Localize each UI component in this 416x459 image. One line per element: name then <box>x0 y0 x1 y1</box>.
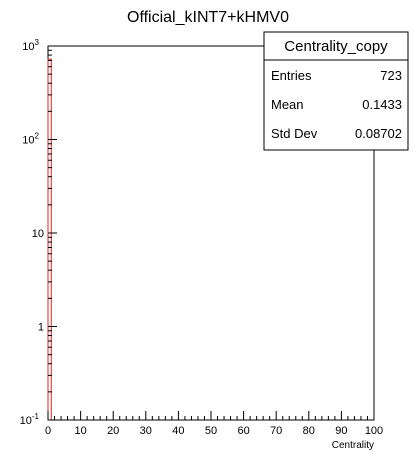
stats-entries-value: 723 <box>380 68 402 83</box>
x-tick-label: 40 <box>172 425 184 437</box>
y-tick-label: 1 <box>38 322 44 334</box>
y-tick-label: 10-1 <box>20 412 40 427</box>
x-tick-label: 30 <box>140 425 152 437</box>
x-tick-label: 70 <box>270 425 282 437</box>
x-tick-label: 100 <box>365 425 383 437</box>
stats-box-frame <box>263 31 409 151</box>
stats-stddev-value: 0.08702 <box>355 126 402 141</box>
x-axis-ticks: 0 10 20 30 40 50 60 70 80 90 100 <box>45 411 383 437</box>
chart-title: Official_kINT7+kHMV0 <box>127 9 289 26</box>
y-tick-label: 102 <box>22 132 39 147</box>
x-tick-label: 10 <box>74 425 86 437</box>
y-tick-label: 103 <box>22 38 39 53</box>
stats-mean-value: 0.1433 <box>362 97 402 112</box>
histogram-bar <box>47 58 52 420</box>
x-tick-label: 20 <box>107 425 119 437</box>
x-tick-label: 60 <box>237 425 249 437</box>
y-axis-ticks: 10-1 1 10 102 103 <box>20 38 57 427</box>
stats-box-title: Centrality_copy <box>284 38 388 55</box>
x-tick-label: 90 <box>335 425 347 437</box>
y-tick-label: 10 <box>32 228 44 240</box>
x-axis-title: Centrality <box>332 440 374 451</box>
stats-entries-label: Entries <box>271 68 312 83</box>
x-tick-label: 50 <box>205 425 217 437</box>
x-tick-label: 80 <box>303 425 315 437</box>
histogram-bars <box>47 58 52 420</box>
stats-stddev-label: Std Dev <box>271 126 318 141</box>
stats-mean-label: Mean <box>271 97 304 112</box>
plot-area: 0 10 20 30 40 50 60 70 80 90 100 10-1 1 10 102 103 <box>20 38 384 437</box>
x-tick-label: 0 <box>45 425 51 437</box>
stats-box: Centrality_copy Entries 723 Mean 0.1433 … <box>263 31 409 151</box>
